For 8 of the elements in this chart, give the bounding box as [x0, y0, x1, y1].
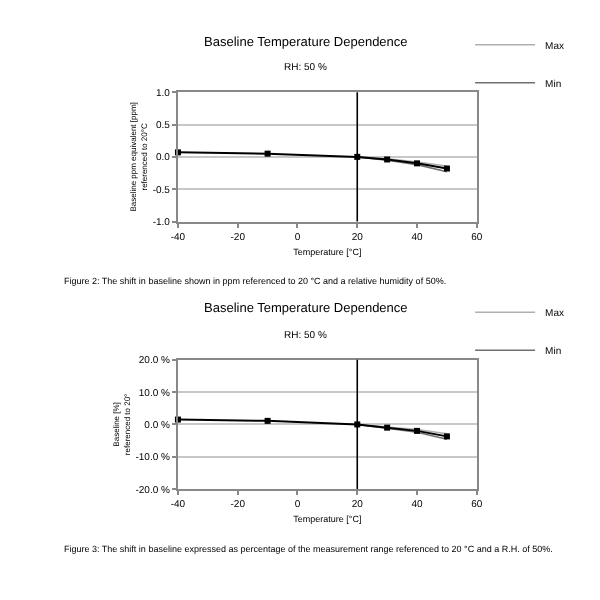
point: [443, 165, 450, 172]
point: [264, 150, 271, 157]
point: [443, 433, 450, 440]
point: [384, 156, 391, 163]
point: [414, 427, 421, 434]
point: [384, 424, 391, 431]
point: [414, 160, 421, 167]
point: [264, 417, 271, 424]
